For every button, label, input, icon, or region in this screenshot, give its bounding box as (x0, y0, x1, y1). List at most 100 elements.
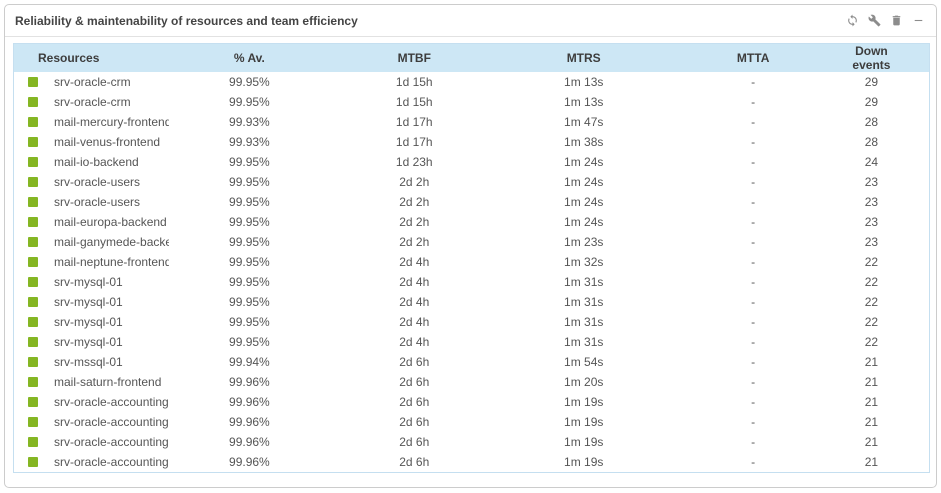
mtrs-value: 1m 20s (564, 375, 604, 389)
availability-value: 99.95% (229, 75, 270, 89)
column-header-resources[interactable]: Resources (13, 43, 170, 72)
table-row[interactable]: srv-oracle-accounting 99.96% 2d 6h 1m 19… (14, 392, 930, 412)
resource-name[interactable]: srv-mssql-01 (54, 355, 123, 369)
status-up-icon (28, 337, 38, 347)
mtta-value: - (751, 335, 756, 349)
resource-name[interactable]: srv-oracle-accounting (54, 395, 169, 409)
table-row[interactable]: srv-oracle-accounting 99.96% 2d 6h 1m 19… (14, 452, 930, 472)
resource-name[interactable]: srv-mysql-01 (54, 335, 123, 349)
collapse-icon[interactable] (911, 13, 926, 28)
availability-value: 99.95% (229, 255, 270, 269)
mtta-value: - (751, 355, 756, 369)
availability-value: 99.95% (229, 95, 270, 109)
table-row[interactable]: srv-mssql-01 99.94% 2d 6h 1m 54s - 21 (14, 352, 930, 372)
table-row[interactable]: srv-oracle-users 99.95% 2d 2h 1m 24s - 2… (14, 192, 930, 212)
down-events-value: 28 (864, 115, 879, 129)
down-events-value: 29 (864, 75, 879, 89)
resource-name[interactable]: mail-venus-frontend (54, 135, 161, 149)
mtbf-value: 2d 6h (399, 415, 430, 429)
table-row[interactable]: mail-saturn-frontend 99.96% 2d 6h 1m 20s… (14, 372, 930, 392)
panel-title: Reliability & maintenability of resource… (15, 13, 358, 28)
status-up-icon (28, 297, 38, 307)
mtta-value: - (751, 175, 756, 189)
table-row[interactable]: mail-mercury-frontend 99.93% 1d 17h 1m 4… (14, 112, 930, 132)
resource-name[interactable]: mail-neptune-frontend (54, 255, 170, 269)
mtrs-value: 1m 54s (564, 355, 604, 369)
table-row[interactable]: srv-oracle-accounting 99.96% 2d 6h 1m 19… (14, 412, 930, 432)
table-row[interactable]: srv-mysql-01 99.95% 2d 4h 1m 31s - 22 (14, 312, 930, 332)
table-row[interactable]: srv-mysql-01 99.95% 2d 4h 1m 31s - 22 (14, 272, 930, 292)
resource-name[interactable]: srv-oracle-users (54, 195, 141, 209)
mtbf-value: 2d 6h (399, 395, 430, 409)
mtrs-value: 1m 19s (564, 415, 604, 429)
table-row[interactable]: srv-oracle-crm 99.95% 1d 15h 1m 13s - 29 (14, 72, 930, 92)
status-up-icon (28, 257, 38, 267)
table-row[interactable]: mail-venus-frontend 99.93% 1d 17h 1m 38s… (14, 132, 930, 152)
resource-name[interactable]: mail-mercury-frontend (54, 115, 170, 129)
availability-value: 99.96% (229, 435, 270, 449)
resource-name[interactable]: srv-mysql-01 (54, 315, 123, 329)
column-header-availability[interactable]: % Av. (169, 43, 330, 72)
mtta-value: - (751, 395, 756, 409)
resource-name[interactable]: srv-oracle-accounting (54, 415, 169, 429)
column-header-mtta[interactable]: MTTA (668, 43, 838, 72)
availability-value: 99.96% (229, 375, 270, 389)
table-row[interactable]: srv-oracle-accounting 99.96% 2d 6h 1m 19… (14, 432, 930, 452)
status-up-icon (28, 397, 38, 407)
status-up-icon (28, 357, 38, 367)
resource-name[interactable]: mail-io-backend (54, 155, 139, 169)
availability-value: 99.96% (229, 454, 270, 469)
resource-name[interactable]: mail-ganymede-backend (54, 235, 169, 249)
resource-name[interactable]: mail-saturn-frontend (54, 375, 162, 389)
availability-value: 99.93% (229, 115, 270, 129)
status-up-icon (28, 377, 38, 387)
table-row[interactable]: mail-neptune-frontend 99.95% 2d 4h 1m 32… (14, 252, 930, 272)
table-row[interactable]: mail-io-backend 99.95% 1d 23h 1m 24s - 2… (14, 152, 930, 172)
mtta-value: - (751, 95, 756, 109)
delete-icon[interactable] (889, 13, 904, 28)
down-events-value: 21 (864, 375, 879, 389)
status-up-icon (28, 157, 38, 167)
status-up-icon (28, 117, 38, 127)
resource-name[interactable]: mail-europa-backend (54, 215, 167, 229)
table-row[interactable]: srv-mysql-01 99.95% 2d 4h 1m 31s - 22 (14, 292, 930, 312)
refresh-icon[interactable] (845, 13, 860, 28)
availability-value: 99.95% (229, 235, 270, 249)
column-header-down-events[interactable]: Down events (837, 43, 930, 72)
table-row[interactable]: srv-oracle-users 99.95% 2d 2h 1m 24s - 2… (14, 172, 930, 192)
table-row[interactable]: srv-oracle-crm 99.95% 1d 15h 1m 13s - 29 (14, 92, 930, 112)
mtbf-value: 2d 4h (399, 335, 430, 349)
mtbf-value: 1d 15h (395, 75, 433, 89)
mtrs-value: 1m 38s (564, 135, 604, 149)
down-events-value: 23 (864, 195, 879, 209)
resource-name[interactable]: srv-oracle-accounting (54, 435, 169, 449)
resource-name[interactable]: srv-oracle-crm (54, 95, 131, 109)
resource-name[interactable]: srv-oracle-users (54, 175, 141, 189)
table-row[interactable]: mail-europa-backend 99.95% 2d 2h 1m 24s … (14, 212, 930, 232)
column-header-mtrs[interactable]: MTRS (498, 43, 669, 72)
mtbf-value: 2d 6h (399, 355, 430, 369)
down-events-value: 21 (864, 395, 879, 409)
table-header-row: Resources % Av. MTBF MTRS MTTA Down even… (13, 43, 930, 72)
table-row[interactable]: srv-mysql-01 99.95% 2d 4h 1m 31s - 22 (14, 332, 930, 352)
settings-wrench-icon[interactable] (867, 13, 882, 28)
availability-value: 99.95% (229, 155, 270, 169)
status-up-icon (28, 237, 38, 247)
resource-name[interactable]: srv-mysql-01 (54, 295, 123, 309)
resource-name[interactable]: srv-oracle-crm (54, 75, 131, 89)
down-events-value: 22 (864, 295, 879, 309)
mtbf-value: 2d 4h (399, 315, 430, 329)
down-events-value: 22 (864, 255, 879, 269)
status-up-icon (28, 197, 38, 207)
mtrs-value: 1m 32s (564, 255, 604, 269)
mtbf-value: 2d 2h (399, 195, 430, 209)
resource-name[interactable]: srv-mysql-01 (54, 275, 123, 289)
table-body: srv-oracle-crm 99.95% 1d 15h 1m 13s - 29… (14, 72, 930, 472)
mtrs-value: 1m 31s (564, 295, 604, 309)
resource-name[interactable]: srv-oracle-accounting (54, 454, 169, 469)
table-row[interactable]: mail-ganymede-backend 99.95% 2d 2h 1m 23… (14, 232, 930, 252)
down-events-value: 23 (864, 235, 879, 249)
mtta-value: - (751, 235, 756, 249)
down-events-value: 24 (864, 155, 879, 169)
column-header-mtbf[interactable]: MTBF (329, 43, 499, 72)
